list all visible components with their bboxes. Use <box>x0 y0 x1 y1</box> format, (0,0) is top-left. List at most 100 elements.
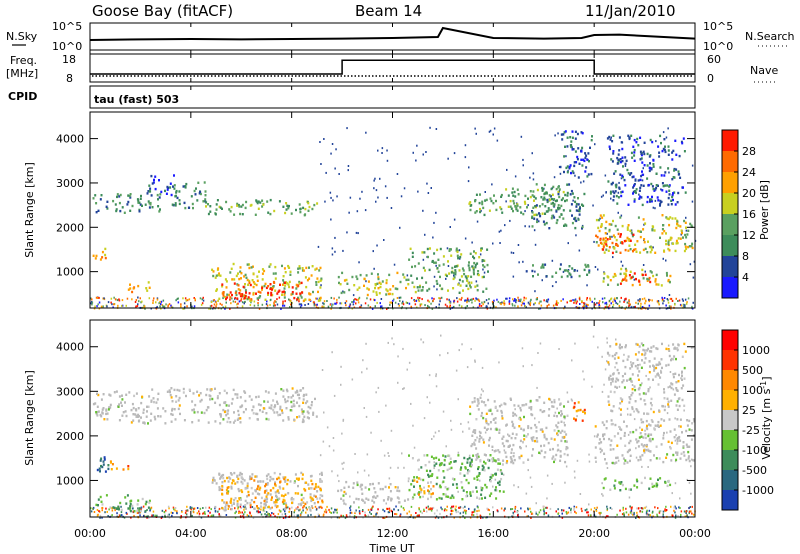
heatmap-cell <box>576 158 579 161</box>
noise-cell <box>514 298 516 300</box>
heatmap-cell <box>280 388 283 391</box>
heatmap-cell <box>452 287 455 290</box>
heatmap-cell <box>372 495 375 498</box>
heatmap-cell <box>495 428 498 431</box>
heatmap-cell <box>467 275 470 278</box>
heatmap-cell <box>257 200 260 203</box>
sparse-cell <box>531 364 533 367</box>
heatmap-cell <box>690 438 693 441</box>
heatmap-cell <box>645 426 648 429</box>
noise-cell <box>208 506 211 509</box>
heatmap-cell <box>239 266 242 269</box>
heatmap-cell <box>219 206 222 209</box>
noise-cell <box>376 301 378 304</box>
heatmap-cell <box>372 482 374 486</box>
heatmap-cell <box>150 194 153 197</box>
noise-cell <box>488 298 490 301</box>
sparse-cell <box>492 133 494 136</box>
sparse-cell <box>331 247 334 250</box>
heatmap-cell <box>140 194 142 198</box>
sparse-cell <box>594 143 596 146</box>
noise-cell <box>525 297 527 300</box>
heatmap-cell <box>267 492 270 495</box>
heatmap-cell <box>297 492 300 495</box>
heatmap-cell <box>478 497 481 500</box>
heatmap-cell <box>628 136 631 139</box>
heatmap-cell <box>192 206 194 210</box>
heatmap-cell <box>671 178 674 181</box>
heatmap-cell <box>239 289 242 292</box>
heatmap-cell <box>274 482 276 486</box>
heatmap-cell <box>682 445 685 448</box>
heatmap-cell <box>521 404 524 407</box>
heatmap-cell <box>557 421 560 424</box>
heatmap-cell <box>483 213 486 217</box>
sparse-cell <box>644 429 646 432</box>
noise-cell <box>668 305 671 308</box>
heatmap-cell <box>429 469 432 473</box>
noise-cell <box>427 304 429 307</box>
heatmap-cell <box>691 422 694 425</box>
heatmap-cell <box>121 398 124 401</box>
heatmap-cell <box>661 232 664 235</box>
noise-cell <box>266 514 268 516</box>
heatmap-cell <box>265 412 268 415</box>
noise-cell <box>326 300 328 302</box>
heatmap-cell <box>635 191 637 194</box>
heatmap-cell <box>345 278 348 282</box>
noise-cell <box>635 301 637 304</box>
noise-cell <box>527 301 530 304</box>
heatmap-cell <box>664 145 666 148</box>
heatmap-cell <box>321 501 324 504</box>
noise-cell <box>241 301 244 304</box>
heatmap-cell <box>653 367 656 370</box>
noise-cell <box>651 299 653 302</box>
noise-cell <box>123 516 126 519</box>
noise-cell <box>282 304 284 307</box>
heatmap-cell <box>267 211 270 214</box>
heatmap-cell <box>639 186 642 190</box>
noise-cell <box>530 510 532 513</box>
heatmap-cell <box>655 186 658 190</box>
heatmap-cell <box>244 294 247 298</box>
noise-cell <box>573 508 575 511</box>
heatmap-cell <box>647 449 650 453</box>
sparse-cell <box>606 341 608 344</box>
noise-cell <box>671 300 674 302</box>
heatmap-cell <box>377 273 379 276</box>
heatmap-cell <box>489 476 492 479</box>
heatmap-cell <box>473 429 476 432</box>
heatmap-cell <box>482 416 485 420</box>
noise-cell <box>503 509 505 512</box>
sparse-cell <box>422 495 424 498</box>
noise-cell <box>575 512 577 515</box>
noise-cell <box>99 510 101 513</box>
heatmap-cell <box>129 507 131 510</box>
heatmap-cell <box>391 292 394 296</box>
heatmap-cell <box>613 191 616 195</box>
sparse-cell <box>667 127 669 130</box>
noise-cell <box>386 507 388 510</box>
heatmap-cell <box>484 199 487 202</box>
heatmap-cell <box>269 507 272 510</box>
heatmap-cell <box>352 486 355 489</box>
heatmap-cell <box>258 270 260 273</box>
heatmap-cell <box>641 454 644 457</box>
heatmap-cell <box>241 482 244 485</box>
noise-cell <box>367 508 370 511</box>
heatmap-cell <box>271 288 273 291</box>
sparse-cell <box>332 437 335 439</box>
heatmap-cell <box>195 187 197 190</box>
sparse-cell <box>496 139 499 142</box>
heatmap-cell <box>251 492 254 495</box>
noise-cell <box>156 514 158 517</box>
heatmap-cell <box>131 204 134 208</box>
heatmap-cell <box>221 484 224 488</box>
noise-cell <box>520 304 523 307</box>
heatmap-cell <box>532 275 534 278</box>
heatmap-cell <box>655 172 658 175</box>
heatmap-cell <box>457 257 460 260</box>
heatmap-cell <box>457 283 460 286</box>
heatmap-cell <box>557 186 560 189</box>
heatmap-cell <box>271 287 274 290</box>
